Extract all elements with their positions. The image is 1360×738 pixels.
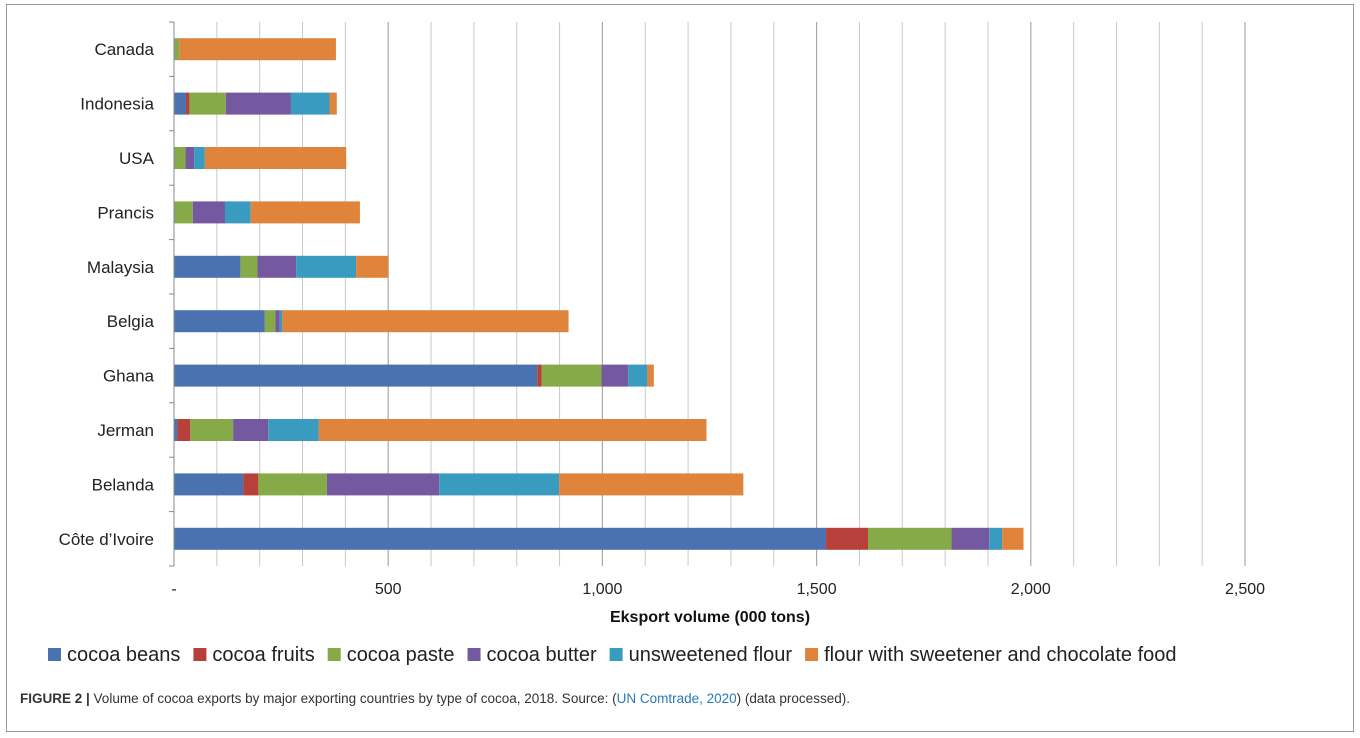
legend: cocoa beans cocoa fruits cocoa paste cocoa … [48, 644, 1177, 666]
legend-label: cocoa butter [487, 644, 597, 666]
bar-segment [174, 419, 178, 441]
x-tick-label: 2,500 [1225, 581, 1265, 598]
x-axis-title: Eksport volume (000 tons) [610, 609, 810, 626]
category-label: Jerman [97, 421, 154, 440]
bar-segment [174, 473, 244, 496]
legend-swatch [327, 648, 341, 661]
legend-swatch [609, 648, 623, 661]
bar-segment [296, 255, 357, 278]
legend-label: cocoa paste [347, 644, 455, 666]
bar-segment [233, 419, 269, 441]
category-label: Canada [94, 40, 154, 59]
bar-segment [192, 201, 225, 224]
bar-segment [257, 255, 297, 278]
bar-segment [290, 92, 330, 115]
category-label: Prancis [97, 203, 154, 222]
category-label: Malaysia [87, 258, 155, 277]
legend-label: cocoa fruits [212, 644, 314, 666]
bar-segment [537, 364, 542, 387]
bar-segment [190, 419, 234, 441]
bar-segment [601, 364, 629, 387]
bar-segment [174, 364, 538, 387]
bar-segment [868, 527, 952, 550]
bar-segment [329, 92, 337, 115]
legend-swatch [193, 648, 207, 661]
legend-swatch [805, 648, 819, 661]
legend-label: cocoa beans [67, 644, 180, 666]
category-label: Côte d’Ivoire [59, 530, 154, 549]
bar-segment [174, 255, 241, 278]
legend-swatch [48, 648, 61, 661]
legend-label: unsweetened flour [629, 644, 793, 666]
bar-segment [541, 364, 602, 387]
category-label: Belgia [107, 312, 155, 331]
bar-segment [275, 310, 280, 333]
figure-caption: FIGURE 2 | Volume of cocoa exports by ma… [20, 691, 1340, 706]
x-tick-label: 500 [375, 581, 402, 598]
x-tick-label: 2,000 [1011, 581, 1051, 598]
caption-tail: ) (data processed). [736, 691, 850, 706]
bar-segment [174, 38, 180, 61]
bar-segment [356, 255, 389, 278]
category-label: Ghana [103, 367, 155, 386]
x-tick-label: - [171, 581, 176, 598]
x-tick-label: 1,000 [582, 581, 622, 598]
bar-segment [174, 310, 265, 333]
bar-segment [185, 92, 190, 115]
category-label: USA [119, 149, 155, 168]
bar-segment [250, 201, 360, 224]
bar-segment [189, 92, 226, 115]
bar-segment [185, 147, 195, 169]
category-label: Indonesia [80, 95, 154, 114]
bar-segment [951, 527, 990, 550]
bars [174, 38, 1024, 550]
bar-segment [258, 473, 327, 496]
bar-segment [174, 92, 186, 115]
source-link[interactable]: UN Comtrade, 2020 [616, 691, 737, 706]
bar-segment [179, 38, 336, 61]
figure-label: FIGURE 2 | [20, 691, 90, 706]
bar-segment [1002, 527, 1024, 550]
bar-segment [279, 310, 283, 333]
bar-segment [989, 527, 1003, 550]
legend-swatch [467, 648, 481, 661]
bar-segment [204, 147, 347, 169]
bar-segment [439, 473, 560, 496]
bar-segment [224, 201, 251, 224]
caption-text: Volume of cocoa exports by major exporti… [89, 691, 617, 706]
bar-segment [225, 92, 291, 115]
bar-segment [174, 147, 186, 169]
category-label: Belanda [92, 475, 155, 494]
bar-segment [243, 473, 259, 496]
bar-segment [240, 255, 258, 278]
category-labels: Canada Indonesia USA Prancis Malaysia Belgia G… [59, 21, 174, 567]
bar-segment [268, 419, 319, 441]
bar-segment [174, 201, 193, 224]
bar-segment [559, 473, 744, 496]
bar-segment [647, 364, 654, 387]
bar-segment [194, 147, 205, 169]
bar-segment [628, 364, 648, 387]
bar-segment [174, 527, 827, 550]
x-tick-label: 1,500 [797, 581, 837, 598]
bar-segment [318, 419, 707, 441]
legend-label: flour with sweetener and chocolate food [824, 644, 1176, 666]
bar-segment [826, 527, 869, 550]
bar-segment [326, 473, 440, 496]
bar-segment [282, 310, 569, 333]
bar-segment [177, 419, 191, 441]
x-tick-labels: - 500 1,000 1,500 2,000 2,500 [171, 581, 1265, 598]
bar-segment [264, 310, 276, 333]
